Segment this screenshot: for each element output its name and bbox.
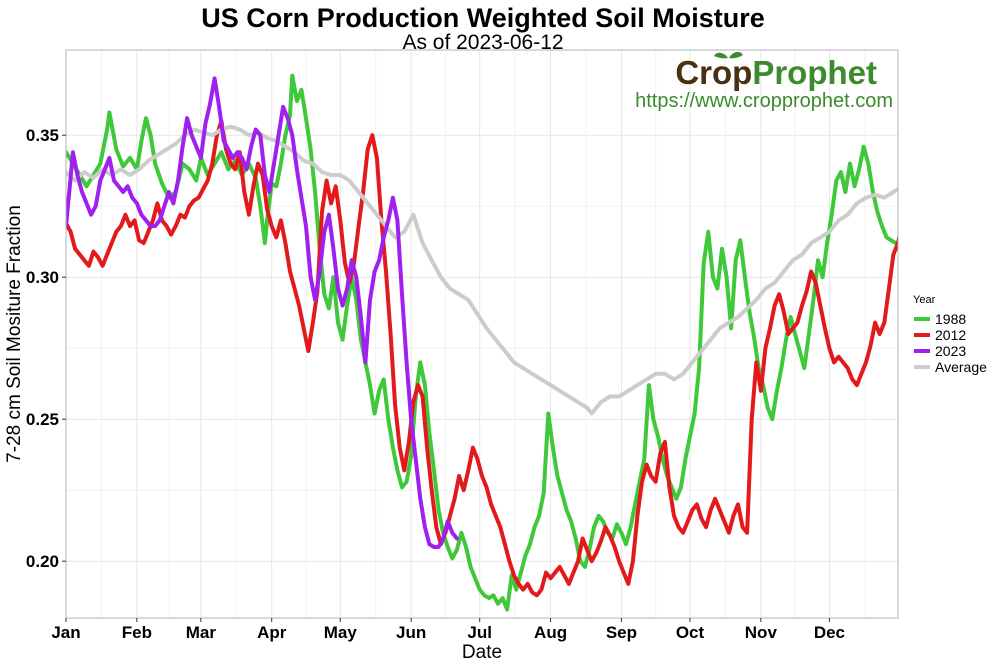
- legend-title: Year: [913, 294, 936, 306]
- legend-label-average: Average: [935, 359, 987, 375]
- x-tick-label: Aug: [534, 623, 567, 642]
- watermark-url: https://www.cropprophet.com: [635, 90, 893, 112]
- x-tick-label: Mar: [186, 623, 217, 642]
- chart-subtitle: As of 2023-06-12: [402, 31, 563, 54]
- watermark-brand: CropProphet: [675, 54, 877, 91]
- series-lines: [66, 73, 898, 612]
- x-axis-ticks: Jan Feb Mar Apr May Jun Jul Aug Sep Oct Nov Dec: [51, 618, 845, 642]
- cropprophet-watermark: CropProphet https://www.cropprophet.com: [635, 51, 893, 112]
- y-axis-label: 7-28 cm Soil Mositure Fraction: [4, 205, 25, 463]
- x-tick-label: Sep: [606, 623, 637, 642]
- legend-label-1988: 1988: [935, 311, 966, 327]
- chart-title: US Corn Production Weighted Soil Moistur…: [201, 3, 765, 33]
- series-line-2023: [66, 76, 459, 549]
- x-tick-label: May: [324, 623, 358, 642]
- y-axis-ticks: 0.20 0.25 0.30 0.35: [26, 126, 66, 571]
- x-tick-label: Jun: [396, 623, 426, 642]
- x-tick-label: Apr: [257, 623, 287, 642]
- plot-border: [65, 49, 899, 619]
- x-tick-label: Feb: [122, 623, 152, 642]
- brand-prophet: Prophet: [752, 54, 877, 91]
- x-tick-label: Jul: [467, 623, 492, 642]
- legend-label-2023: 2023: [935, 343, 966, 359]
- brand-crop: Crop: [675, 54, 752, 91]
- x-tick-label: Dec: [814, 623, 845, 642]
- x-axis-label: Date: [462, 642, 502, 663]
- sprout-icon: [714, 51, 743, 59]
- series-line-average: [66, 124, 898, 416]
- plot-panel: [66, 50, 898, 618]
- x-tick-label: Nov: [745, 623, 778, 642]
- y-tick-label: 0.30: [26, 268, 59, 287]
- legend-label-2012: 2012: [935, 327, 966, 343]
- series-line-1988: [66, 73, 898, 612]
- x-tick-label: Jan: [51, 623, 80, 642]
- y-tick-label: 0.25: [26, 410, 59, 429]
- y-tick-label: 0.20: [26, 552, 59, 571]
- y-tick-label: 0.35: [26, 126, 59, 145]
- series-line-2012: [66, 119, 898, 598]
- x-tick-label: Oct: [676, 623, 705, 642]
